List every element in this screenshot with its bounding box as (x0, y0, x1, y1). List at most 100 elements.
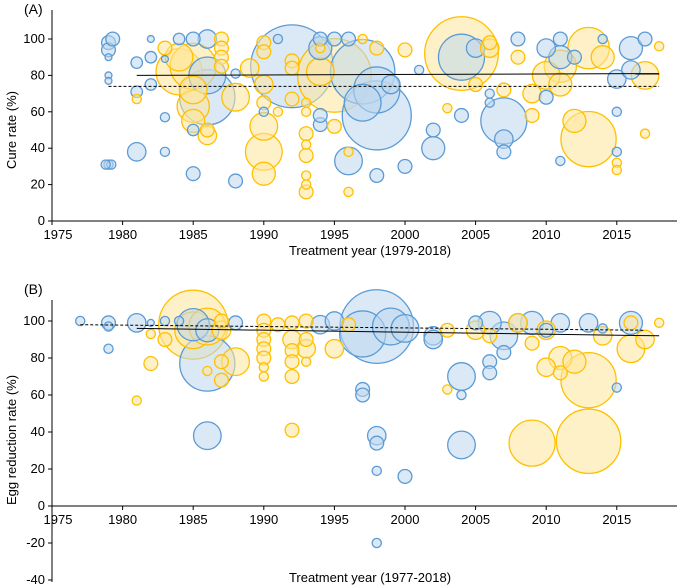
panel-a-x-tick-label: 2005 (461, 227, 490, 242)
panel-a-bubble-blue (186, 123, 200, 137)
panel-a-bubble-blue (484, 97, 495, 108)
panel-a-bubble-blue (621, 60, 641, 80)
panel-a-bubble-orange (562, 108, 587, 134)
panel-a-cure-rate: (A) Treatment year (1979-2018) Cure rate… (4, 1, 677, 258)
panel-a-bubble-orange (343, 186, 354, 198)
panel-a-x-tick-label: 1995 (320, 227, 349, 242)
panel-a-y-tick-label: 60 (31, 104, 45, 119)
panel-b-bubble-blue (371, 537, 383, 549)
panel-a-bubble-blue (381, 74, 401, 95)
panel-a-bubble-blue (197, 29, 218, 49)
panel-a-bubble-orange (199, 122, 215, 138)
panel-b-bubble-orange (508, 312, 528, 333)
panel-a-bubble-blue (453, 107, 470, 123)
panel-a-bubble-blue (611, 146, 623, 158)
panel-b-bubble-orange (300, 356, 312, 367)
panel-a-bubble-orange (253, 74, 274, 95)
panel-a-label: (A) (24, 1, 43, 17)
panel-a-bubble-orange (343, 146, 354, 158)
panel-b-bubble-blue (447, 430, 476, 460)
panel-a-x-tick-label: 2015 (602, 227, 631, 242)
panel-b-bubble-orange (213, 372, 229, 388)
panel-a-bubble-orange (369, 40, 385, 56)
panel-a-x-tick-label: 1980 (108, 227, 137, 242)
panel-b-bubble-blue (496, 344, 512, 361)
panel-b-trend-line-solid (136, 327, 660, 337)
panel-b-label: (B) (24, 281, 43, 297)
panel-a-bubble-blue (126, 141, 147, 162)
panel-b-bubble-orange (213, 354, 229, 370)
panel-a-bubble-orange (300, 170, 312, 181)
panel-a-bubble-blue (340, 31, 357, 47)
panel-a-bubble-blue (185, 31, 201, 47)
panel-a-bubble-blue (159, 146, 171, 158)
panel-b-bubble-orange (536, 357, 557, 378)
panel-b-bubble-orange (562, 349, 587, 374)
panel-a-bubble-orange (131, 93, 142, 105)
panel-a-bubble-orange (256, 44, 272, 60)
panel-b-bubble-blue (482, 365, 498, 381)
panel-b-bubble-orange (213, 313, 229, 329)
panel-a-bubble-blue (105, 31, 121, 47)
panel-a-bubble-orange (221, 82, 251, 112)
panel-a-y-tick-label: 80 (31, 67, 45, 82)
panel-a-bubble-orange (178, 75, 208, 105)
panel-a-bubble-orange (298, 147, 314, 164)
panel-a-bubble-blue (144, 50, 158, 64)
panel-a-y-tick-label: 20 (31, 177, 45, 192)
panel-a-bubble-blue (230, 68, 241, 79)
panel-a-bubble-blue (425, 122, 441, 138)
panel-b-y-tick-label: 60 (31, 387, 45, 402)
panel-b-bubble-blue (538, 322, 554, 338)
panel-b-x-tick-label: 2000 (391, 512, 420, 527)
panel-a-bubble-blue (312, 107, 328, 123)
panel-a-bubble-blue (343, 83, 382, 122)
panel-b-x-tick-label: 1990 (249, 512, 278, 527)
panel-a-y-tick-label: 40 (31, 140, 45, 155)
panel-b-bubble-orange (202, 365, 213, 377)
panel-b-bubble-blue (126, 312, 147, 333)
panel-a-bubble-orange (653, 41, 665, 52)
panel-a-bubble-orange (298, 126, 314, 142)
panel-a-bubble-blue (159, 112, 171, 123)
panel-b-x-tick-label: 2015 (602, 512, 631, 527)
panel-a-bubble-blue (272, 33, 284, 45)
panel-a-bubble-orange (482, 35, 498, 51)
panel-a-bubble-orange (357, 33, 368, 45)
panel-b-y-tick-label: -20 (26, 535, 45, 550)
panel-b-bubble-orange (439, 322, 455, 338)
panel-b-bubble-orange (258, 361, 270, 373)
panel-b-bubble-orange (508, 419, 556, 467)
panel-b-bubble-blue (159, 315, 171, 327)
panel-a-bubble-orange (284, 91, 300, 107)
panel-b-x-tick-label: 2010 (532, 512, 561, 527)
panel-b-bubble-orange (524, 335, 540, 351)
panel-a-bubble-blue (172, 32, 186, 46)
panel-a-bubble-orange (300, 97, 312, 108)
panel-b-bubble-orange (324, 338, 345, 359)
panel-a-bubble-orange (548, 72, 573, 97)
panel-b-bubble-orange (145, 328, 157, 340)
panel-a-bubble-blue (611, 106, 623, 118)
panel-a-bubble-blue (536, 38, 557, 58)
panel-a-bubble-orange (639, 128, 651, 139)
panel-b-bubble-blue (146, 318, 155, 327)
panel-a-y-tick-label: 0 (38, 213, 45, 228)
panel-a-x-tick-label: 1990 (249, 227, 278, 242)
panel-b-y-tick-label: 100 (23, 313, 45, 328)
panel-b-y-tick-label: 40 (31, 424, 45, 439)
panel-b-bubble-orange (284, 368, 300, 385)
panel-a-bubble-blue (606, 69, 627, 89)
panel-b-bubble-orange (442, 384, 453, 395)
panel-a-bubble-blue (104, 53, 113, 62)
panel-a-bubble-blue (144, 78, 158, 91)
panel-a-bubble-blue (421, 136, 446, 161)
panel-a-x-tick-label: 2010 (532, 227, 561, 242)
panel-b-y-tick-label: 20 (31, 461, 45, 476)
panel-a-bubble-blue (228, 173, 244, 189)
panel-b-bubble-blue (456, 389, 467, 401)
panel-a-bubble-orange (315, 42, 326, 54)
panel-b-bubble-blue (468, 315, 484, 331)
panel-a-bubble-orange (611, 164, 623, 176)
panel-b-bubble-blue (371, 465, 383, 477)
